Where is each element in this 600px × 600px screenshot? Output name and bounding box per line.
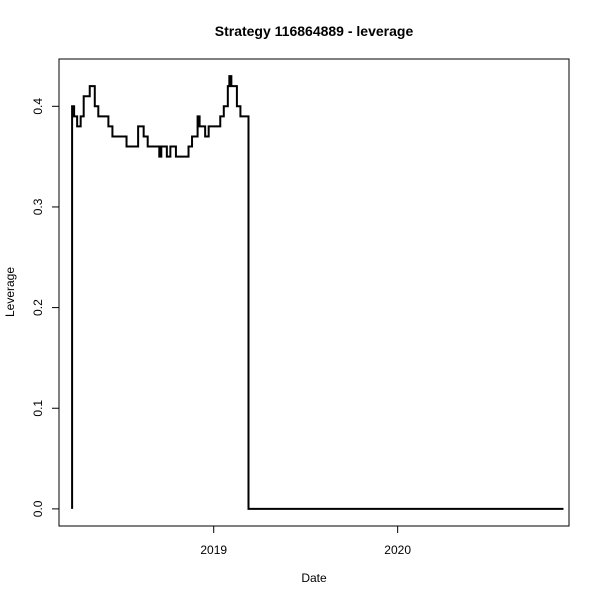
series-layer — [71, 75, 564, 510]
y-tick-label: 0.1 — [31, 400, 45, 417]
y-tick-label: 0.2 — [31, 299, 45, 316]
y-tick-label: 0.3 — [31, 198, 45, 215]
chart-title: Strategy 116864889 - leverage — [215, 23, 414, 39]
y-axis: 0.0 0.1 0.2 0.3 0.4 — [31, 98, 60, 517]
leverage-series-line — [71, 75, 564, 510]
y-tick-label: 0.0 — [31, 500, 45, 517]
plot-frame — [58, 58, 570, 527]
y-tick-label: 0.4 — [31, 98, 45, 115]
x-axis-label: Date — [301, 571, 327, 585]
x-tick-label: 2019 — [200, 543, 227, 557]
y-axis-label: Leverage — [3, 267, 17, 317]
x-tick-label: 2020 — [384, 543, 411, 557]
x-axis: 2019 2020 — [200, 525, 411, 557]
